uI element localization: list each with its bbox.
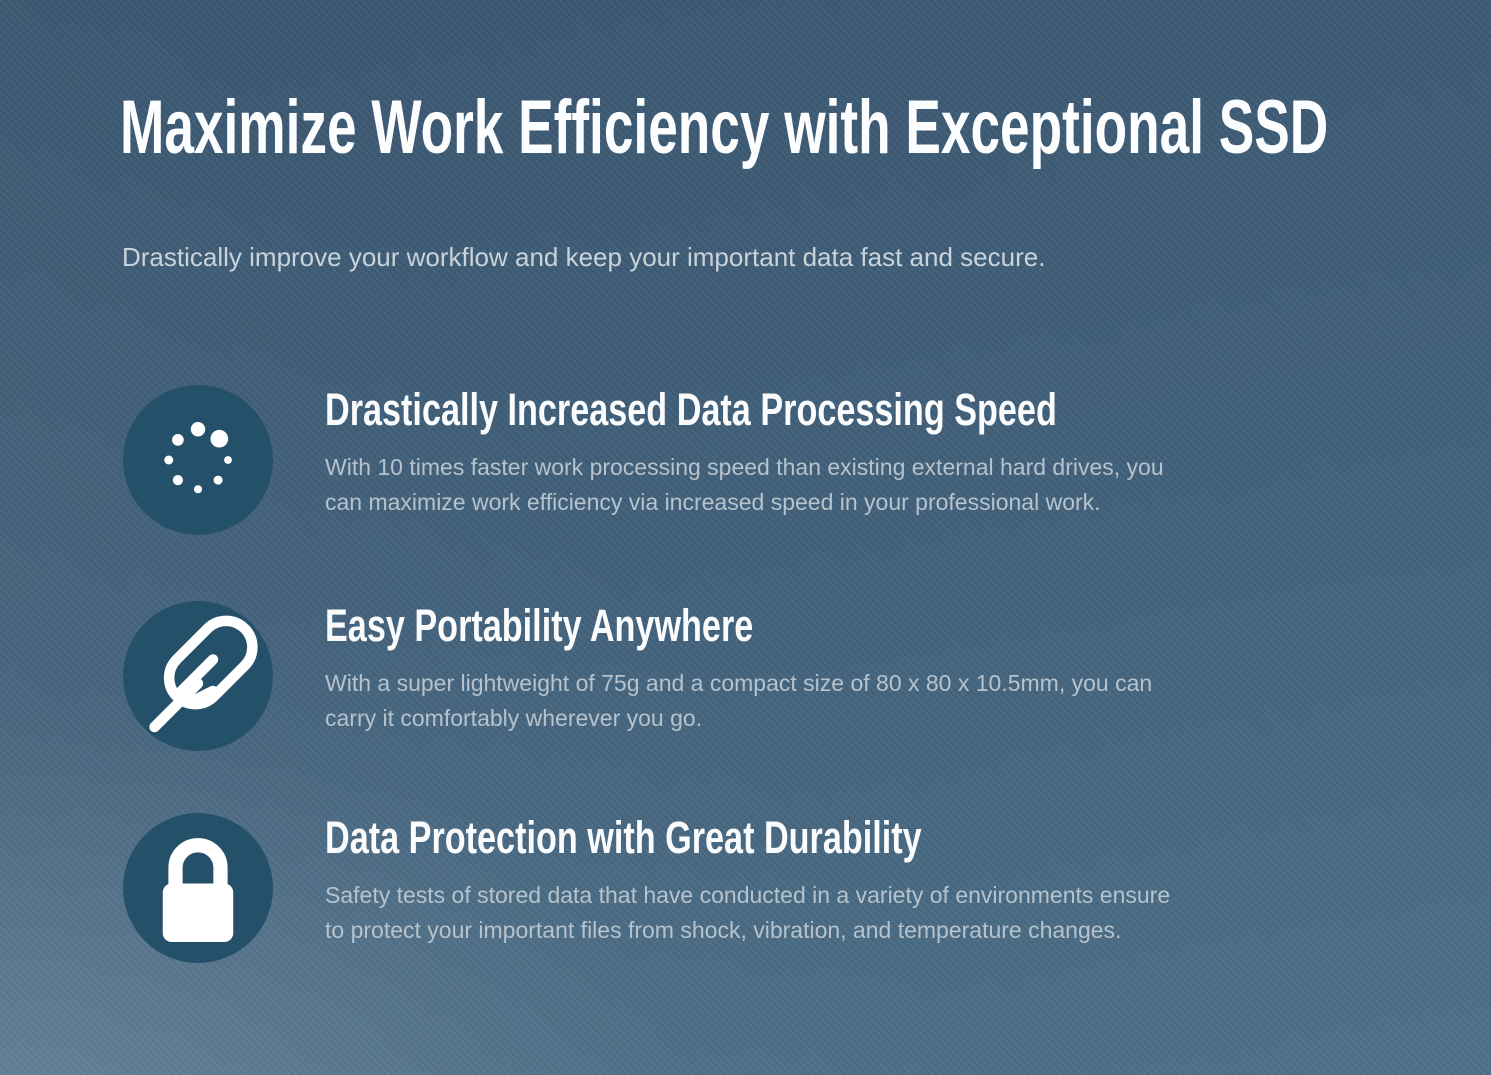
feature-row-portability: Easy Portability Anywhere With a super l… bbox=[123, 601, 1152, 751]
feature-description: With a super lightweight of 75g and a co… bbox=[325, 670, 1153, 731]
feature-text-portability: Easy Portability Anywhere With a super l… bbox=[325, 601, 1152, 736]
feature-row-data-protection: Data Protection with Great Durability Sa… bbox=[123, 813, 1170, 963]
feature-description: With 10 times faster work processing spe… bbox=[325, 454, 1164, 515]
feature-title: Data Protection with Great Durability bbox=[325, 812, 922, 863]
page-subtitle: Drastically improve your workflow and ke… bbox=[122, 242, 1046, 272]
lock-icon bbox=[123, 813, 273, 963]
feature-title: Easy Portability Anywhere bbox=[325, 600, 754, 651]
page-title: Maximize Work Efficiency with Exceptiona… bbox=[120, 85, 1329, 170]
feature-description: Safety tests of stored data that have co… bbox=[325, 882, 1171, 943]
feature-title: Drastically Increased Data Processing Sp… bbox=[325, 384, 1057, 435]
feature-text-data-protection: Data Protection with Great Durability Sa… bbox=[325, 813, 1170, 948]
feature-row-processing-speed: Drastically Increased Data Processing Sp… bbox=[123, 385, 1288, 535]
spinner-dots-icon bbox=[123, 385, 273, 535]
feather-icon bbox=[123, 601, 273, 751]
feature-text-processing-speed: Drastically Increased Data Processing Sp… bbox=[325, 385, 1288, 520]
